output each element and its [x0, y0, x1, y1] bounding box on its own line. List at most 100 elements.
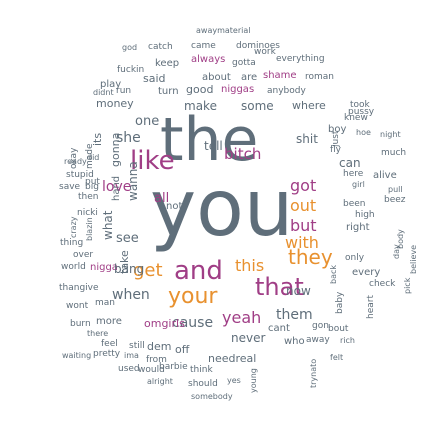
word-cant: cant: [268, 323, 290, 334]
word-where: where: [292, 99, 326, 112]
word-rich: rich: [340, 336, 355, 345]
word-fuckin: fuckin: [117, 65, 145, 75]
word-can: can: [339, 156, 361, 170]
word-bang: bang: [114, 262, 145, 276]
word-knew: knew: [344, 113, 368, 123]
word-boy: boy: [328, 124, 347, 135]
word-not: not: [166, 201, 183, 212]
word-that: that: [255, 273, 304, 301]
word-more: more: [96, 316, 122, 327]
word-crazy: crazy: [69, 216, 78, 238]
word-high: high: [355, 210, 375, 220]
word-and: and: [174, 256, 223, 286]
word-make: make: [184, 99, 217, 113]
word-feel: feel: [101, 339, 118, 349]
word-man: man: [95, 298, 115, 308]
word-over: over: [73, 250, 94, 260]
word-your: your: [168, 284, 218, 309]
word-some: some: [241, 99, 274, 113]
word-money: money: [96, 97, 134, 110]
word-baby: baby: [335, 291, 345, 314]
word-pick: pick: [403, 277, 412, 294]
word-bitch: bitch: [224, 145, 262, 163]
word-work: work: [254, 47, 276, 57]
word-shit: shit: [296, 132, 318, 146]
word-like: like: [130, 146, 175, 176]
word-heart: heart: [366, 295, 376, 319]
word-love: love: [102, 179, 132, 195]
word-turn: turn: [158, 86, 179, 97]
word-nicki: nicki: [77, 208, 98, 218]
word-yes: yes: [227, 376, 241, 385]
word-here: here: [343, 169, 364, 179]
word-trynato: trynato: [309, 358, 318, 388]
word-alive: alive: [373, 170, 397, 181]
word-then: then: [78, 192, 99, 202]
word-only: only: [345, 253, 365, 263]
word-pussy: pussy: [348, 107, 375, 117]
word-thing: thing: [60, 238, 84, 248]
word-gotta: gotta: [232, 58, 256, 68]
word-play: play: [100, 79, 122, 90]
word-what: what: [101, 210, 115, 240]
word-every: every: [352, 267, 381, 278]
word-got: got: [290, 176, 317, 195]
word-used: used: [118, 364, 140, 374]
word-been: been: [343, 199, 366, 209]
word-did: did: [87, 153, 100, 162]
word-blazin: blazin: [85, 217, 94, 241]
word-one: one: [135, 114, 160, 129]
word-put: put: [85, 177, 100, 187]
word-back: back: [329, 264, 338, 284]
word-wanna: wanna: [126, 161, 140, 201]
word-world: world: [61, 262, 86, 272]
word-off: off: [175, 343, 190, 356]
word-niggas: niggas: [221, 84, 255, 95]
word-god: god: [122, 43, 138, 52]
word-anybody: anybody: [267, 86, 306, 96]
word-shame: shame: [263, 70, 297, 81]
word-cause: cause: [172, 315, 214, 331]
word-right: right: [346, 222, 370, 233]
word-check: check: [369, 279, 396, 289]
word-pull: pull: [388, 185, 403, 194]
word-always: always: [191, 54, 226, 65]
word-would: would: [138, 365, 165, 375]
word-with: with: [285, 233, 319, 252]
word-came: came: [191, 41, 216, 51]
word-felt: felt: [330, 353, 344, 362]
word-ima: ima: [124, 351, 139, 360]
word-get: get: [133, 260, 163, 281]
word-stupid: stupid: [66, 170, 94, 180]
word-they: they: [288, 245, 333, 269]
word-girl: girl: [352, 180, 365, 189]
word-this: this: [235, 256, 265, 275]
word-yeah: yeah: [222, 308, 262, 327]
word-burn: burn: [70, 319, 91, 329]
word-took: took: [350, 100, 370, 110]
word-needreal: needreal: [208, 352, 257, 365]
word-take: take: [118, 250, 131, 274]
word-night: night: [380, 130, 401, 139]
word-about: about: [202, 72, 231, 83]
word-nigga: nigga: [90, 262, 118, 273]
word-omgirls: omgirls: [144, 317, 185, 330]
word-there: there: [87, 329, 109, 338]
word-bout: bout: [328, 324, 349, 334]
word-but: but: [290, 216, 317, 235]
word-still: still: [129, 341, 145, 351]
word-fly: fly: [330, 145, 341, 155]
word-much: much: [381, 148, 407, 158]
word-never: never: [231, 331, 266, 345]
word-its: its: [91, 132, 104, 146]
word-now: now: [286, 284, 311, 298]
word-she: she: [116, 130, 141, 146]
word-body: body: [396, 229, 405, 249]
word-awaymaterial: awaymaterial: [196, 26, 251, 35]
word-save: save: [59, 182, 81, 192]
word-tell: tell: [204, 139, 223, 153]
word-out: out: [290, 196, 317, 215]
word-them: them: [276, 307, 313, 323]
word-pretty: pretty: [93, 349, 121, 359]
